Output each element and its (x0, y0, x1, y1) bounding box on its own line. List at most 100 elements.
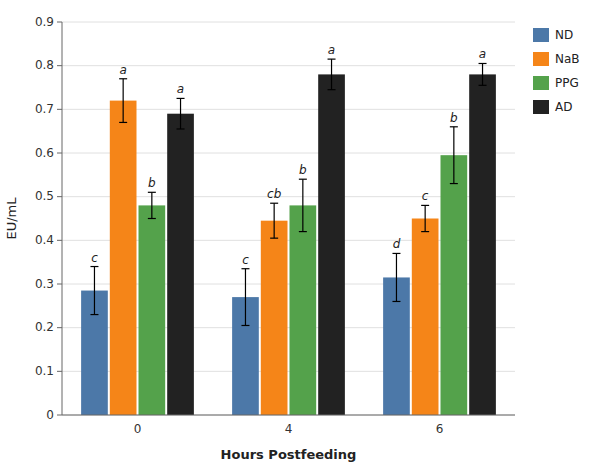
error-bar (421, 205, 429, 231)
x-tick-label: 6 (436, 422, 444, 436)
y-tick (57, 284, 62, 285)
error-line (331, 59, 332, 90)
series (110, 79, 439, 415)
error-cap (270, 238, 278, 239)
error-cap (299, 179, 307, 180)
error-cap (270, 203, 278, 204)
legend-swatch (533, 28, 549, 42)
error-line (245, 269, 246, 326)
bar (290, 205, 317, 415)
error-bar (241, 269, 249, 326)
y-tick (57, 22, 62, 23)
y-tick (57, 371, 62, 372)
grid-line (62, 65, 515, 66)
bar (167, 114, 194, 415)
error-bar (270, 203, 278, 238)
annotation: cb (267, 187, 282, 201)
error-line (302, 179, 303, 231)
error-line (425, 205, 426, 231)
y-tick-label: 0 (46, 408, 54, 422)
legend-label: ND (555, 28, 573, 42)
error-bar (299, 179, 307, 231)
y-tick-label: 0.1 (35, 364, 54, 378)
error-line (94, 267, 95, 315)
error-cap (328, 59, 336, 60)
grid-line (62, 415, 515, 416)
y-tick (57, 240, 62, 241)
annotation: a (119, 63, 126, 77)
error-cap (421, 205, 429, 206)
bar (318, 74, 345, 415)
x-axis: 0 4 6 (134, 422, 444, 436)
bars (81, 59, 496, 415)
error-cap (479, 63, 487, 64)
annotation: a (177, 82, 184, 96)
y-tick (57, 153, 62, 154)
error-line (453, 127, 454, 184)
annotation: a (328, 43, 335, 57)
error-cap (328, 89, 336, 90)
error-bar (90, 267, 98, 315)
error-line (274, 203, 275, 238)
annotation: c (422, 189, 429, 203)
error-bar (392, 253, 400, 301)
y-tick-label: 0.6 (35, 146, 54, 160)
x-axis-line (62, 415, 515, 416)
annotation: d (393, 237, 401, 251)
y-tick (57, 415, 62, 416)
error-bar (450, 127, 458, 184)
x-tick-label: 4 (285, 422, 293, 436)
error-bar (177, 98, 185, 129)
y-tick (57, 65, 62, 66)
annotation: b (450, 111, 458, 125)
error-cap (177, 98, 185, 99)
error-cap (177, 128, 185, 129)
chart: 00.10.20.30.40.50.60.70.80.9ccdacbcbbbaa… (0, 0, 610, 473)
y-axis: 00.10.20.30.40.50.60.70.80.9 (35, 15, 62, 422)
error-cap (90, 266, 98, 267)
y-tick-label: 0.2 (35, 320, 54, 334)
bar (412, 219, 439, 416)
error-cap (479, 85, 487, 86)
annotation: c (242, 253, 249, 267)
error-cap (392, 301, 400, 302)
y-tick (57, 196, 62, 197)
annotation: b (148, 176, 156, 190)
error-cap (241, 325, 249, 326)
annotation: b (299, 163, 307, 177)
y-tick-label: 0.3 (35, 277, 54, 291)
y-tick-label: 0.9 (35, 15, 54, 29)
error-cap (119, 78, 127, 79)
x-axis-title: Hours Postfeeding (221, 447, 357, 462)
error-bar (328, 59, 336, 90)
y-axis-title: EU/mL (4, 197, 19, 240)
error-line (123, 79, 124, 123)
legend-label: PPG (555, 76, 579, 90)
annotation: a (479, 47, 486, 61)
bar (441, 155, 468, 415)
error-line (180, 98, 181, 129)
y-tick (57, 327, 62, 328)
error-bar (148, 192, 156, 218)
error-line (482, 63, 483, 85)
legend-swatch (533, 52, 549, 66)
legend: NDNaBPPGAD (533, 28, 580, 115)
legend-swatch (533, 100, 549, 114)
error-cap (450, 183, 458, 184)
annotations: ccdacbcbbbaaa (91, 43, 486, 267)
error-cap (421, 231, 429, 232)
error-line (396, 253, 397, 301)
grid (62, 22, 515, 415)
error-cap (148, 218, 156, 219)
y-tick-label: 0.8 (35, 58, 54, 72)
bar (139, 205, 166, 415)
x-tick-label: 0 (134, 422, 142, 436)
series (167, 59, 496, 415)
error-cap (90, 314, 98, 315)
error-cap (119, 122, 127, 123)
error-cap (450, 126, 458, 127)
bar (261, 221, 288, 415)
annotation: c (91, 251, 98, 265)
y-tick-label: 0.7 (35, 102, 54, 116)
error-cap (299, 231, 307, 232)
